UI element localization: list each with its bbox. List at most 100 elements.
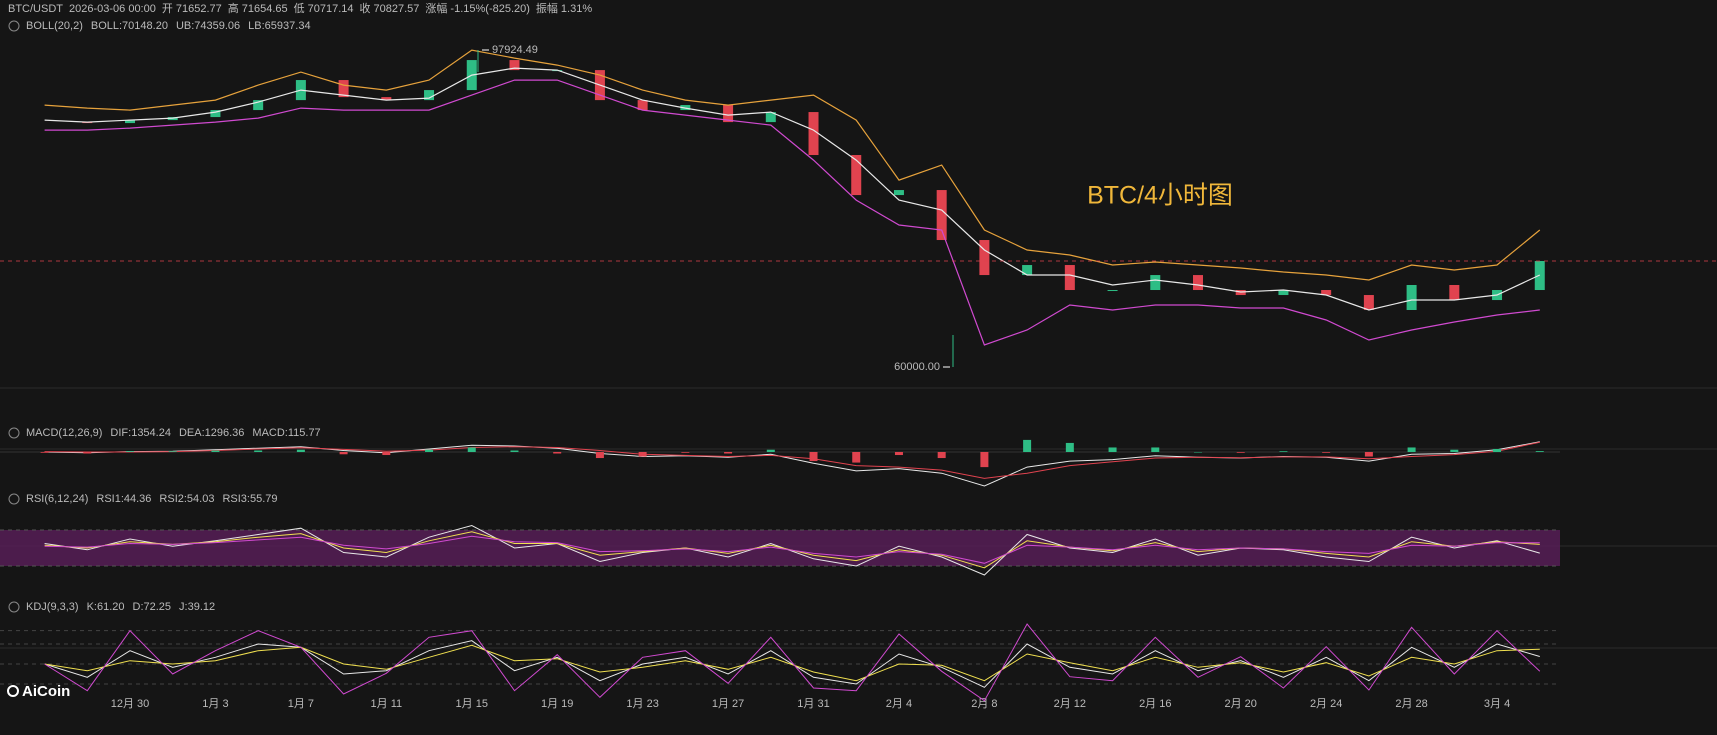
candle xyxy=(1022,265,1033,276)
legend-entry: MACD:115.77 xyxy=(252,427,320,439)
macd-bar xyxy=(638,452,647,457)
macd-bar xyxy=(382,452,391,456)
x-tick-label: 1月 3 xyxy=(202,698,228,710)
x-tick-label: 1月 19 xyxy=(541,698,573,710)
candle xyxy=(338,80,349,98)
candle xyxy=(1406,285,1417,310)
boll-line xyxy=(44,49,1541,281)
header-text: 低 xyxy=(294,2,305,15)
macd-bar xyxy=(553,452,562,454)
legend-icon xyxy=(8,601,20,613)
macd-bar xyxy=(83,452,92,454)
candle xyxy=(210,110,221,118)
header-text: 70827.57 xyxy=(374,3,420,15)
legend-entry: D:72.25 xyxy=(133,601,172,613)
macd-bar xyxy=(724,452,733,454)
low-label: 60000.00 xyxy=(894,361,940,373)
legend-icon xyxy=(8,427,20,439)
candle xyxy=(253,100,264,111)
candle xyxy=(637,100,648,111)
x-tick-label: 1月 23 xyxy=(626,698,658,710)
candle xyxy=(1363,295,1374,310)
candle xyxy=(1193,275,1203,291)
candle xyxy=(936,190,947,241)
candle xyxy=(808,112,819,156)
macd-bar xyxy=(1279,451,1288,452)
header-text: 收 xyxy=(360,1,371,15)
candle xyxy=(1107,290,1118,292)
macd-bar xyxy=(296,449,305,452)
macd-bar xyxy=(1493,448,1502,452)
boll-line xyxy=(44,79,1540,346)
candle xyxy=(851,155,862,196)
x-tick-label: 1月 31 xyxy=(797,698,829,710)
header-text: 涨幅 xyxy=(425,2,447,15)
x-tick-label: 2月 28 xyxy=(1395,698,1427,710)
header-text: 71654.65 xyxy=(242,3,288,15)
macd-bar xyxy=(894,452,903,456)
macd-bar xyxy=(1151,447,1160,452)
macd-bar xyxy=(40,452,49,453)
x-tick-label: 2月 20 xyxy=(1225,698,1257,710)
kdj-line xyxy=(44,640,1540,688)
header-text: -1.15%(-825.20) xyxy=(450,3,530,15)
legend-indicator: BOLL(20,2) xyxy=(26,20,83,32)
header-text: 开 xyxy=(162,3,173,15)
legend-icon xyxy=(8,20,20,32)
header-text: 1.31% xyxy=(561,3,592,15)
macd-line xyxy=(44,441,1540,479)
macd-bar xyxy=(467,447,476,452)
x-tick-label: 1月 7 xyxy=(288,698,314,710)
macd-bar xyxy=(1108,447,1117,452)
legend-entry: DEA:1296.36 xyxy=(179,427,244,439)
header-text: BTC/USDT xyxy=(8,3,63,15)
x-tick-label: 2月 24 xyxy=(1310,698,1342,710)
macd-bar xyxy=(1065,442,1074,452)
macd-bar xyxy=(1023,439,1032,452)
macd-bar xyxy=(1236,452,1245,453)
candle xyxy=(509,60,520,71)
legend-entry: RSI1:44.36 xyxy=(96,493,151,505)
macd-bar xyxy=(766,449,775,452)
candle xyxy=(125,120,135,124)
legend-entry: DIF:1354.24 xyxy=(110,427,171,439)
legend-entry: RSI2:54.03 xyxy=(159,493,214,505)
x-tick-label: 2月 8 xyxy=(971,698,997,710)
chart-annotation: BTC/4小时图 xyxy=(1087,182,1233,210)
x-tick-label: 1月 11 xyxy=(371,698,403,710)
high-label: 97924.49 xyxy=(492,44,538,56)
rsi-line xyxy=(44,535,1540,564)
logo-icon xyxy=(7,685,19,697)
kdj-line xyxy=(44,644,1540,682)
candle xyxy=(1278,290,1289,296)
x-tick-label: 3月 4 xyxy=(1484,698,1510,710)
rsi-line xyxy=(44,524,1540,576)
macd-bar xyxy=(168,451,177,452)
boll-line xyxy=(44,67,1541,311)
x-tick-label: 2月 12 xyxy=(1054,698,1086,710)
legend-entry: UB:74359.06 xyxy=(176,20,240,32)
x-tick-label: 2月 16 xyxy=(1139,698,1171,710)
kdj-line xyxy=(44,623,1541,702)
macd-bar xyxy=(852,452,861,463)
macd-bar xyxy=(1194,452,1202,453)
legend-entry: K:61.20 xyxy=(87,601,125,613)
macd-bar xyxy=(1364,452,1373,457)
candle xyxy=(723,105,734,123)
legend-entry: RSI3:55.79 xyxy=(222,493,277,505)
header-text: 振幅 xyxy=(536,1,558,15)
header-text: 71652.77 xyxy=(176,3,222,15)
candle xyxy=(765,112,776,123)
macd-bar xyxy=(339,452,348,455)
legend-icon xyxy=(8,493,20,505)
legend-entry: LB:65937.34 xyxy=(248,20,310,32)
macd-bar xyxy=(1322,452,1331,453)
macd-bar xyxy=(1407,447,1416,452)
macd-bar xyxy=(254,450,263,452)
candle xyxy=(424,90,435,101)
header-text: 高 xyxy=(228,1,239,15)
macd-bar xyxy=(681,452,690,453)
header-text: 2026-03-06 00:00 xyxy=(69,3,156,15)
